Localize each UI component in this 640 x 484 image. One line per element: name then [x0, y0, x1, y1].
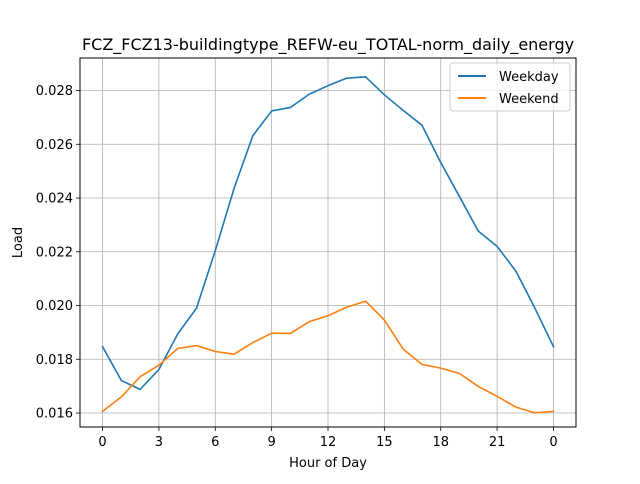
y-axis-ticks: 0.016 0.018 0.020 0.022 0.024 0.026 0.028: [36, 84, 80, 422]
x-tick-label: 18: [432, 435, 449, 450]
y-tick-label: 0.020: [36, 299, 73, 314]
grid: [80, 58, 576, 427]
series-line-weekend: [101, 300, 555, 414]
x-tick-label: 3: [155, 435, 163, 450]
y-tick-label: 0.028: [36, 84, 73, 99]
y-tick-label: 0.016: [36, 407, 73, 422]
legend-label-weekend: Weekend: [499, 92, 559, 107]
series-line-weekday: [101, 76, 555, 391]
x-tick-label: 0: [98, 435, 106, 450]
x-tick-label: 15: [376, 435, 393, 450]
x-tick-label: 12: [320, 435, 337, 450]
y-tick-label: 0.018: [36, 353, 73, 368]
y-tick-label: 0.026: [36, 138, 73, 153]
legend-label-weekday: Weekday: [499, 70, 559, 85]
chart-title: FCZ_FCZ13-buildingtype_REFW-eu_TOTAL-nor…: [82, 35, 574, 55]
plot-lines: [101, 76, 555, 414]
y-axis-label: Load: [11, 227, 26, 258]
x-axis-label: Hour of Day: [289, 456, 367, 471]
x-axis-ticks: 0 3 6 9 12 15 18 21 0: [98, 427, 558, 450]
x-tick-label: 21: [489, 435, 506, 450]
x-tick-label: 6: [211, 435, 219, 450]
x-tick-label: 0: [549, 435, 557, 450]
y-tick-label: 0.024: [36, 192, 73, 207]
legend: Weekday Weekend: [449, 62, 571, 112]
x-tick-label: 9: [267, 435, 275, 450]
y-tick-label: 0.022: [36, 245, 73, 260]
